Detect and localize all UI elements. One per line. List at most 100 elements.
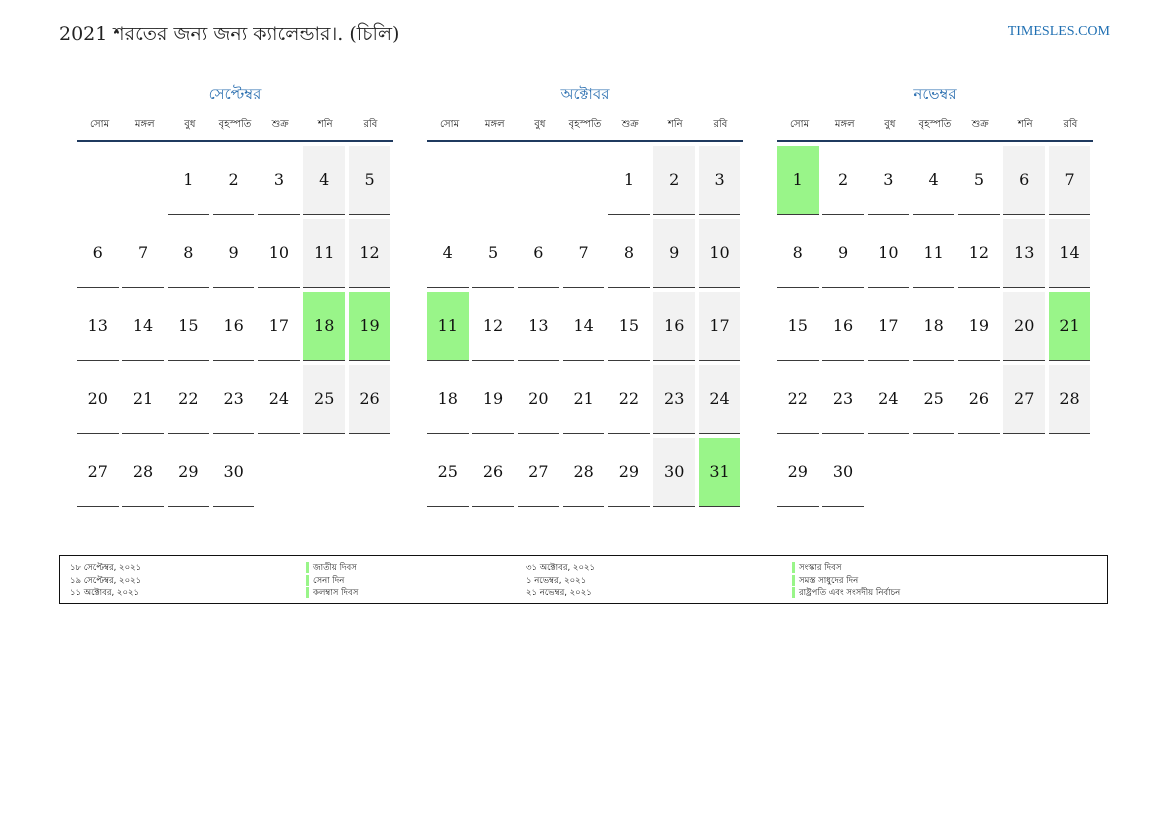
holiday-legend: ১৮ সেপ্টেম্বর, ২০২১ ১৯ সেপ্টেম্বর, ২০২১ … [59, 555, 1108, 604]
day-cell: 20 [1003, 292, 1045, 361]
day-cell: 30 [212, 438, 255, 507]
day-cell: 5 [348, 146, 391, 215]
day-cell: 13 [1003, 219, 1045, 288]
weekday-label: বৃহস্পতি [918, 119, 952, 130]
site-link[interactable]: TIMESLES.COM [1007, 24, 1110, 39]
legend-date: ১১ অক্টোবর, ২০২১ [70, 588, 140, 598]
day-cell: 23 [822, 365, 864, 434]
day-cell: 23 [653, 365, 695, 434]
weekday-label: শুক্র [271, 119, 289, 130]
weekday-label: শুক্র [971, 119, 989, 130]
weekday-label: রবি [363, 119, 378, 130]
day-cell: 24 [867, 365, 910, 434]
day-cell: 14 [1048, 219, 1091, 288]
day-cell: 16 [212, 292, 255, 361]
legend-left-names: জাতীয় দিবস সেনা দিন কলম্বাস দিবস [306, 562, 358, 600]
empty-cell [122, 146, 164, 215]
day-cell: 1 [608, 146, 650, 215]
day-cell: 16 [653, 292, 695, 361]
empty-cell [563, 146, 605, 215]
legend-date: ১৯ সেপ্টেম্বর, ২০২১ [70, 575, 142, 586]
day-cell: 12 [958, 219, 1000, 288]
weekday-header: সোম মঙ্গল বুধ বৃহস্পতি শুক্র শনি রবি [427, 116, 743, 142]
day-cell: 28 [1048, 365, 1091, 434]
day-cell: 12 [348, 219, 391, 288]
day-cell: 17 [258, 292, 300, 361]
day-cell: 29 [608, 438, 650, 507]
day-cell: 15 [777, 292, 819, 361]
month-calendar: নভেম্বর সোম মঙ্গল বুধ বৃহস্পতি শুক্র শনি রবি 1 2 3… [777, 84, 1093, 507]
legend-holiday-name: সংস্কার দিবস [799, 563, 842, 573]
day-cell: 17 [867, 292, 910, 361]
weekday-label: রবি [1063, 119, 1078, 130]
legend-holiday: সেনা দিন [306, 574, 358, 588]
holiday-marker [792, 587, 795, 598]
holiday-marker [306, 587, 309, 598]
day-cell: 4 [912, 146, 955, 215]
day-cell: 23 [212, 365, 255, 434]
weekday-header: সোম মঙ্গল বুধ বৃহস্পতি শুক্র শনি রবি [777, 116, 1093, 142]
legend-date: ২১ নভেম্বর, ২০২১ [526, 588, 592, 598]
month-calendar: সেপ্টেম্বর সোম মঙ্গল বুধ বৃহস্পতি শুক্র শনি রবি… [77, 84, 393, 507]
day-cell: 14 [122, 292, 164, 361]
day-cell: 26 [348, 365, 391, 434]
day-cell: 9 [212, 219, 255, 288]
legend-left-dates: ১৮ সেপ্টেম্বর, ২০২১ ১৯ সেপ্টেম্বর, ২০২১ … [70, 562, 141, 600]
day-cell: 20 [77, 365, 119, 434]
holiday-marker [792, 562, 795, 573]
day-cell: 6 [77, 219, 119, 288]
day-cell: 7 [1048, 146, 1091, 215]
holiday-day-cell: 19 [348, 292, 391, 361]
day-cell: 15 [608, 292, 650, 361]
day-cell: 25 [303, 365, 345, 434]
day-cell: 29 [167, 438, 210, 507]
legend-right-dates: ৩১ অক্টোবর, ২০২১ ১ নভেম্বর, ২০২১ ২১ নভেম… [526, 562, 595, 600]
legend-holiday: রাষ্ট্রপতি এবং সংসদীয় নির্বাচন [792, 587, 900, 600]
day-cell: 1 [167, 146, 210, 215]
day-cell: 16 [822, 292, 864, 361]
day-cell: 4 [427, 219, 469, 288]
holiday-day-cell: 21 [1048, 292, 1091, 361]
weekday-header: সোম মঙ্গল বুধ বৃহস্পতি শুক্র শনি রবি [77, 116, 393, 142]
day-cell: 25 [912, 365, 955, 434]
day-cell: 9 [653, 219, 695, 288]
day-cell: 29 [777, 438, 819, 507]
legend-holiday: কলম্বাস দিবস [306, 587, 358, 600]
page-title: 2021 শরতের জন্য জন্য ক্যালেন্ডার।. (চিলি… [59, 23, 400, 45]
day-grid: 1 2 3 4 5 6 7 8 9 10 11 12 13 14 15 16 17 18 19 20 21 22 23 24 2… [427, 146, 743, 507]
day-cell: 4 [303, 146, 345, 215]
legend-holiday-name: রাষ্ট্রপতি এবং সংসদীয় নির্বাচন [799, 588, 901, 598]
day-cell: 27 [517, 438, 560, 507]
legend-holiday-name: কলম্বাস দিবস [313, 588, 359, 598]
weekday-label: সোম [790, 119, 810, 130]
day-cell: 10 [258, 219, 300, 288]
empty-cell [472, 146, 514, 215]
day-grid: 1 2 3 4 5 6 7 8 9 10 11 12 13 14 15 16 17 18 19 20 21 22 23 24 2… [77, 146, 393, 507]
month-name: অক্টোবর [560, 85, 610, 103]
legend-holiday-name: জাতীয় দিবস [313, 563, 357, 573]
day-cell: 2 [212, 146, 255, 215]
holiday-day-cell: 1 [777, 146, 819, 215]
weekday-label: মঙ্গল [134, 119, 155, 130]
day-cell: 5 [958, 146, 1000, 215]
day-cell: 10 [867, 219, 910, 288]
day-cell: 20 [517, 365, 560, 434]
day-cell: 28 [562, 438, 605, 507]
weekday-label: বুধ [884, 119, 896, 130]
legend-holiday: সমস্ত সাধুদের দিন [792, 574, 900, 588]
day-grid: 1 2 3 4 5 6 7 8 9 10 11 12 13 14 15 16 17 18 19 20 21 22 23 24 2… [777, 146, 1093, 507]
day-cell: 3 [258, 146, 300, 215]
day-cell: 8 [777, 219, 819, 288]
day-cell: 17 [698, 292, 741, 361]
legend-holiday: সংস্কার দিবস [792, 562, 900, 575]
day-cell: 6 [517, 219, 560, 288]
day-cell: 13 [77, 292, 119, 361]
weekday-label: বৃহস্পতি [218, 119, 252, 130]
day-cell: 24 [258, 365, 300, 434]
day-cell: 5 [472, 219, 514, 288]
weekday-label: শনি [667, 119, 683, 130]
weekday-label: শনি [1017, 119, 1033, 130]
empty-cell [77, 146, 119, 215]
legend-holiday-name: সমস্ত সাধুদের দিন [799, 575, 859, 586]
holiday-marker [792, 574, 795, 586]
